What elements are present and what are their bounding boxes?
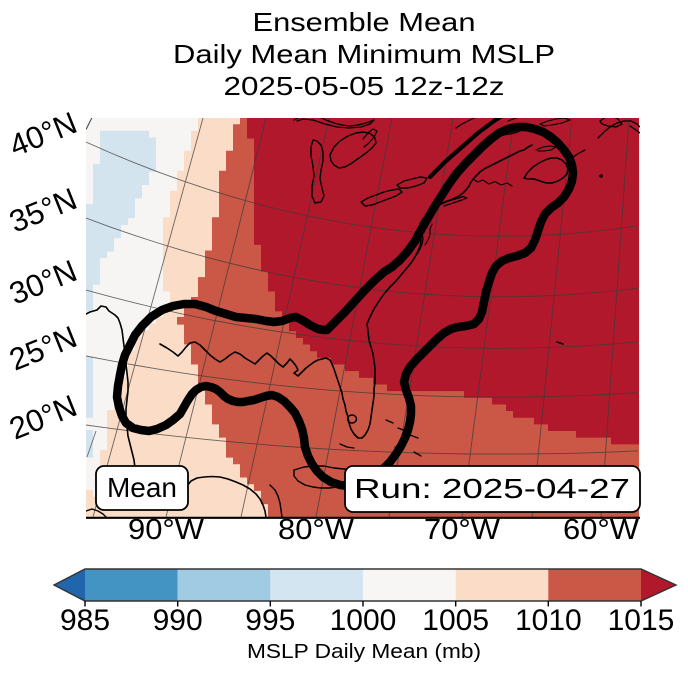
svg-text:Ensemble Mean: Ensemble Mean [253,7,476,37]
svg-text:985: 985 [60,604,110,637]
svg-text:Daily Mean Minimum MSLP: Daily Mean Minimum MSLP [173,39,555,69]
svg-text:1010: 1010 [515,604,582,637]
svg-text:1015: 1015 [608,604,675,637]
svg-text:1000: 1000 [330,604,397,637]
svg-text:1005: 1005 [422,604,489,637]
svg-text:70°W: 70°W [424,514,501,546]
svg-text:990: 990 [153,604,203,637]
svg-text:2025-05-05 12z-12z: 2025-05-05 12z-12z [224,71,505,101]
svg-text:MSLP Daily Mean (mb): MSLP Daily Mean (mb) [247,641,481,663]
svg-text:Mean: Mean [107,472,177,503]
svg-text:60°W: 60°W [563,514,640,546]
svg-text:Run: 2025-04-27: Run: 2025-04-27 [354,473,630,504]
svg-text:995: 995 [245,604,295,637]
svg-text:80°W: 80°W [278,514,355,546]
svg-text:90°W: 90°W [128,514,205,546]
